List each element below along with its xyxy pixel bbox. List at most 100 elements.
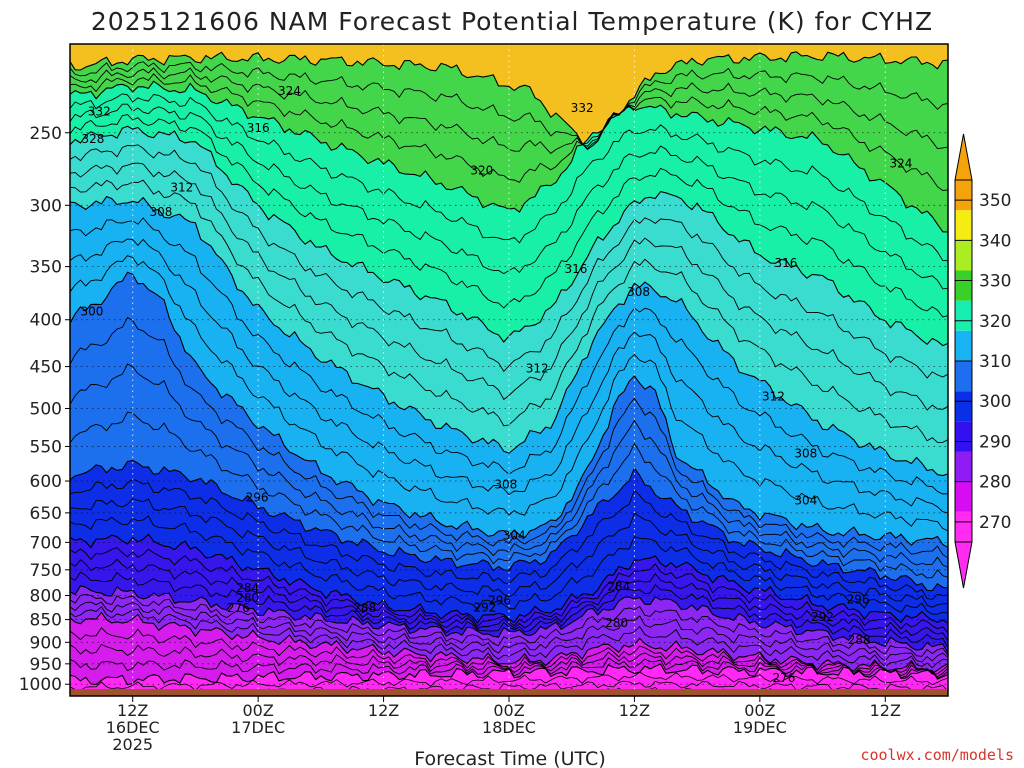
contour-minor — [70, 144, 948, 379]
contour-minor — [70, 643, 948, 678]
x-tick-label: 12Z — [368, 701, 399, 720]
contour-label: 280 — [236, 591, 259, 605]
contour-label: 312 — [526, 361, 549, 375]
colorbar-tick-label: 280 — [979, 473, 1011, 493]
x-tick-label: 00Z — [493, 701, 524, 720]
y-tick-label: 600 — [30, 472, 62, 492]
x-tick-label: 12Z — [117, 701, 148, 720]
contour-minor — [70, 255, 948, 532]
contour-minor — [70, 61, 948, 150]
y-tick-label: 300 — [30, 196, 62, 216]
contour-label: 284 — [236, 581, 259, 595]
plot-area: 324 332 328 316 320 332 312 308 324 316 316 308 300 3… — [70, 44, 948, 696]
colorbar: 270 280 290 300 310 320 330 340 350 — [954, 133, 1011, 589]
y-tick-label: 350 — [30, 258, 62, 278]
x-axis-label: Forecast Time (UTC) — [414, 748, 605, 768]
contour-label: 304 — [503, 528, 526, 542]
x-tick-label: 16DEC — [106, 718, 160, 737]
contour-label: 316 — [564, 262, 587, 276]
contour-minor — [70, 671, 948, 691]
y-tick-label: 900 — [30, 633, 62, 653]
contour-minor — [70, 498, 948, 608]
colorbar-tick-label: 330 — [979, 272, 1011, 292]
grid — [70, 44, 948, 696]
contour-284 — [70, 585, 948, 654]
y-tick-label: 500 — [30, 400, 62, 420]
contour-label: 288 — [353, 601, 376, 615]
x-tick-label: 00Z — [242, 701, 273, 720]
contour-label: 280 — [605, 616, 628, 630]
contour-labels: 324 332 328 316 320 332 312 308 324 316 316 308 300 3… — [80, 84, 913, 685]
axes: 2503003504004505005506006507007508008509… — [19, 43, 949, 754]
y-tick-label: 950 — [30, 655, 62, 675]
colorbar-segment — [955, 511, 972, 542]
x-tick-label: 12Z — [870, 701, 901, 720]
contour-label: 308 — [149, 205, 172, 219]
credit-text: coolwx.com/models — [860, 746, 1014, 764]
contour-308 — [70, 195, 948, 477]
x-tick-label: 12Z — [619, 701, 650, 720]
chart-title: 2025121606 NAM Forecast Potential Temper… — [91, 7, 933, 36]
x-tick-label: 2025 — [112, 735, 153, 754]
contour-label: 292 — [474, 601, 497, 615]
colorbar-segment — [955, 330, 972, 361]
colorbar-segment — [955, 361, 972, 392]
colorbar-segment — [955, 300, 972, 331]
colorbar-tick-label: 300 — [979, 392, 1011, 412]
contour-label: 296 — [847, 592, 870, 606]
contour-minor — [70, 93, 948, 262]
colorbar-segment — [955, 240, 972, 271]
contour-label: 312 — [170, 181, 193, 195]
contour-label: 296 — [488, 593, 511, 607]
colorbar-segment — [955, 481, 972, 512]
colorbar-segment — [955, 451, 972, 482]
colorbar-tick-label: 350 — [979, 191, 1011, 211]
contour-label: 316 — [247, 121, 270, 135]
contour-label: 292 — [811, 610, 834, 624]
contour-minor — [70, 558, 948, 642]
contour-label: 308 — [794, 447, 817, 461]
y-tick-label: 450 — [30, 358, 62, 378]
colorbar-min-arrow — [954, 541, 973, 589]
x-tick-label: 00Z — [744, 701, 775, 720]
colorbar-tick-label: 340 — [979, 231, 1011, 251]
y-tick-label: 250 — [30, 124, 62, 144]
contour-label: 288 — [848, 633, 871, 647]
contour-label: 276 — [772, 671, 795, 685]
contour-minor — [70, 238, 948, 514]
contour-296 — [70, 459, 948, 592]
contour-label: 312 — [762, 389, 785, 403]
contour-minor — [70, 316, 948, 559]
x-tick-label: 19DEC — [733, 718, 787, 737]
contour-label: 276 — [227, 601, 250, 615]
contour-label: 308 — [627, 285, 650, 299]
x-tick-label: 17DEC — [231, 718, 285, 737]
colorbar-tick-label: 290 — [979, 432, 1011, 452]
colorbar-tick-label: 310 — [979, 352, 1011, 372]
y-tick-label: 650 — [30, 504, 62, 524]
contour-minor — [70, 73, 948, 191]
contour-label: 320 — [470, 164, 493, 178]
y-tick-label: 550 — [30, 437, 62, 457]
colorbar-segment — [955, 210, 972, 241]
band-fill-270 — [70, 664, 948, 696]
contour-minor — [70, 515, 948, 615]
contour-300 — [70, 271, 948, 548]
y-tick-label: 1000 — [19, 675, 62, 695]
contour-label: 324 — [890, 156, 913, 170]
y-tick-label: 750 — [30, 561, 62, 581]
colorbar-segment — [955, 391, 972, 422]
colorbar-tick-label: 270 — [979, 513, 1011, 533]
colorbar-tick-label: 320 — [979, 312, 1011, 332]
y-tick-label: 400 — [30, 311, 62, 331]
contour-label: 328 — [82, 132, 105, 146]
contour-minor — [70, 606, 948, 669]
ground — [70, 688, 948, 696]
contour-minor — [70, 162, 948, 411]
contour-332 — [70, 51, 948, 151]
contour-276 — [70, 611, 948, 675]
contour-label: 316 — [775, 256, 798, 270]
contour-minor — [70, 601, 948, 663]
colorbar-max-arrow — [954, 133, 973, 181]
